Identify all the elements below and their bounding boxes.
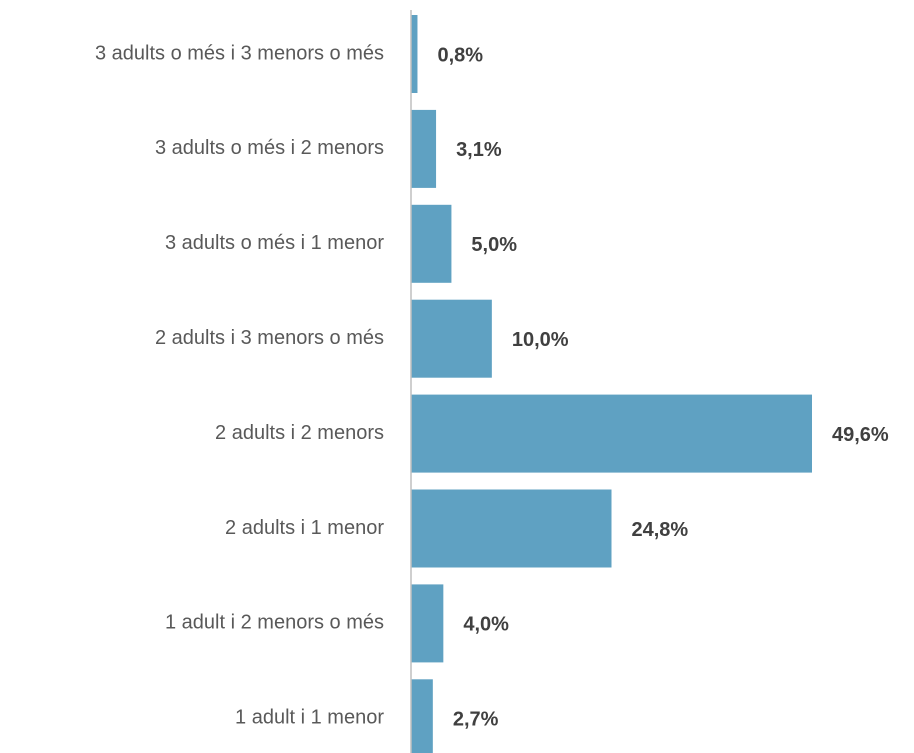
data-label: 4,0% [463, 614, 509, 636]
data-label: 3,1% [456, 139, 502, 161]
y-tick-label: 1 adult i 2 menors o més [165, 612, 384, 634]
y-tick-label: 3 adults o més i 2 menors [155, 137, 384, 159]
bar [411, 109, 437, 188]
bar [411, 299, 492, 378]
y-tick-label: 3 adults o més i 3 menors o més [95, 42, 384, 64]
bar [411, 394, 812, 473]
y-tick-label: 3 adults o més i 1 menor [165, 232, 384, 254]
data-label: 0,8% [437, 44, 483, 66]
y-tick-label: 2 adults i 2 menors [215, 422, 384, 444]
y-tick-label: 2 adults i 1 menor [225, 517, 384, 539]
data-label: 2,7% [453, 709, 499, 731]
data-label: 5,0% [471, 234, 517, 256]
bar [411, 15, 418, 93]
data-label: 49,6% [832, 424, 889, 446]
data-label: 10,0% [512, 329, 569, 351]
bar [411, 489, 612, 568]
bar [411, 204, 452, 283]
bar [411, 584, 444, 663]
data-label: 24,8% [632, 519, 689, 541]
y-tick-label: 1 adult i 1 menor [235, 707, 384, 729]
bar [411, 679, 433, 753]
y-tick-label: 2 adults i 3 menors o més [155, 327, 384, 349]
